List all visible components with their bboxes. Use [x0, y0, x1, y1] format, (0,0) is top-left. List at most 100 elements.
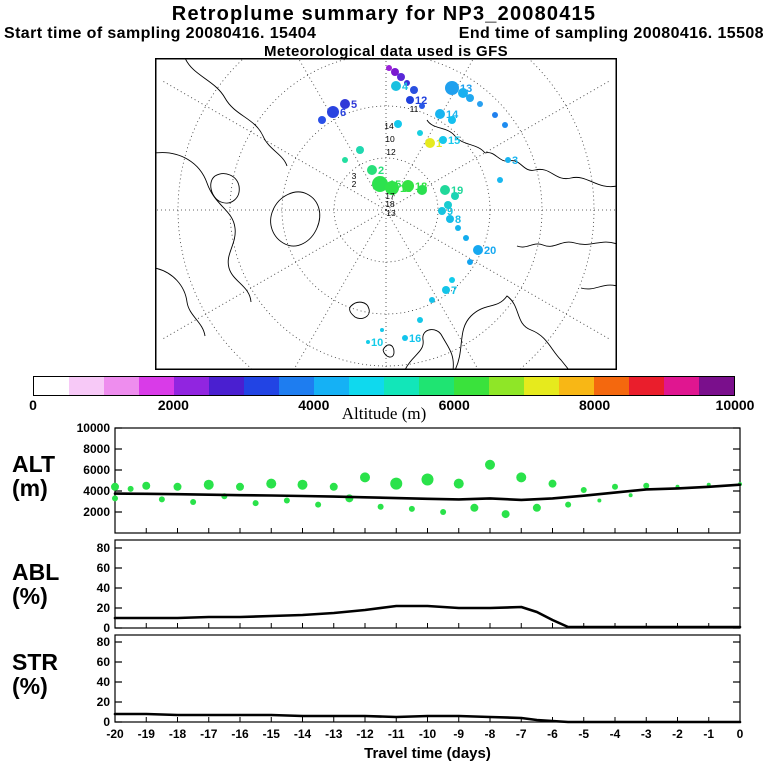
plume-point — [410, 86, 418, 94]
x-tick-label: -13 — [325, 727, 343, 741]
coastline — [270, 191, 321, 247]
plume-point — [342, 157, 348, 163]
plume-day-label: 2 — [378, 165, 384, 177]
alt-dot — [112, 495, 118, 502]
plume-point — [367, 165, 377, 175]
plume-day-label: 5 — [351, 99, 357, 111]
plume-point — [318, 116, 326, 124]
x-tick-label: -17 — [200, 727, 218, 741]
plume-point — [340, 99, 350, 109]
alt-dot — [142, 481, 151, 490]
abl-axis-label-line2: (%) — [12, 583, 48, 609]
coastline — [484, 152, 616, 188]
x-tick-label: -20 — [106, 727, 124, 741]
alt-dot — [421, 473, 434, 486]
plume-point — [505, 157, 511, 163]
end-time-text: End time of sampling 20080416. 15508 — [458, 25, 764, 42]
map-number-label: 13 — [386, 208, 396, 218]
abl-line — [113, 604, 742, 629]
plume-point — [442, 286, 450, 294]
y-tick-label: 80 — [97, 541, 111, 555]
x-tick-label: -11 — [388, 727, 405, 741]
alt-dot — [158, 496, 165, 503]
alt-dot — [440, 509, 447, 515]
meridian-line — [385, 79, 612, 211]
plume-point — [417, 317, 423, 323]
plume-point — [397, 73, 405, 81]
coastline — [382, 344, 395, 358]
plume-day-label: 7 — [451, 285, 457, 297]
plume-point — [446, 215, 454, 223]
x-tick-label: -7 — [516, 727, 527, 741]
x-axis-title: Travel time (days) — [364, 745, 491, 762]
colorbar-cell — [104, 377, 139, 395]
y-tick-label: 6000 — [83, 463, 110, 477]
plume-point — [425, 138, 435, 148]
alt-dot — [283, 497, 290, 504]
plume-point — [429, 297, 435, 303]
alt-dot — [612, 483, 618, 490]
plume-point — [327, 106, 339, 118]
y-tick-label: 20 — [97, 695, 111, 709]
colorbar-tick: 8000 — [579, 397, 611, 413]
alt-dot — [127, 485, 134, 492]
plume-day-label: 8 — [455, 214, 461, 226]
plume-point — [448, 116, 456, 124]
abl-axis-label-line1: ABL — [12, 559, 60, 585]
x-tick-label: -15 — [263, 727, 281, 741]
plume-day-label: 4 — [402, 81, 409, 93]
plume-point — [502, 122, 508, 128]
plume-day-label: 20 — [484, 245, 496, 257]
coastline — [210, 173, 240, 204]
plume-point — [458, 88, 468, 98]
plume-point — [444, 201, 452, 209]
plume-point — [386, 65, 392, 71]
plume-point — [463, 235, 469, 241]
y-tick-label: 60 — [97, 561, 111, 575]
alt-dot — [111, 482, 119, 491]
map-number-label: 2 — [352, 179, 357, 189]
plume-point — [492, 112, 498, 118]
coastline — [426, 119, 486, 154]
met-data-line: Meteorological data used is GFS — [263, 43, 509, 60]
alt-dot — [580, 486, 587, 493]
alt-dot — [470, 503, 479, 512]
colorbar-cell — [139, 377, 174, 395]
panel-str: 0 20 40 60 80 — [97, 634, 742, 729]
alt-dot — [453, 478, 464, 489]
alt-dot — [548, 479, 557, 488]
plume-point — [372, 176, 388, 192]
colorbar-cell — [244, 377, 279, 395]
colorbar — [33, 376, 735, 396]
map-number-label: 12 — [386, 147, 396, 157]
alt-dot — [173, 482, 182, 491]
plume-day-label: 3 — [512, 155, 518, 167]
alt-dot — [203, 479, 214, 490]
panel-abl: 0 20 40 60 80 — [97, 539, 742, 635]
x-tick-label: -19 — [138, 727, 156, 741]
plume-point — [380, 328, 384, 332]
alt-dot — [501, 510, 510, 519]
plume-point — [366, 340, 370, 344]
alt-dot — [532, 503, 541, 512]
coastline — [349, 301, 370, 320]
alt-dot — [516, 472, 527, 483]
alt-dot — [597, 498, 602, 503]
x-tick-label: -14 — [294, 727, 312, 741]
plume-point — [439, 136, 447, 144]
plume-point — [467, 259, 473, 265]
alt-axis-label-line2: (m) — [12, 475, 48, 501]
coastline — [156, 267, 206, 337]
plume-point — [473, 245, 483, 255]
plume-day-label: 9 — [447, 206, 453, 218]
y-tick-label: 2000 — [83, 505, 110, 519]
y-tick-label: 8000 — [83, 442, 110, 456]
str-axis-label: STR (%) — [12, 650, 107, 698]
coastline — [156, 152, 252, 303]
alt-dot — [266, 478, 277, 489]
colorbar-cell — [419, 377, 454, 395]
plume-day-label: 15 — [448, 135, 460, 147]
alt-dot — [377, 503, 384, 510]
plume-point — [417, 130, 423, 136]
